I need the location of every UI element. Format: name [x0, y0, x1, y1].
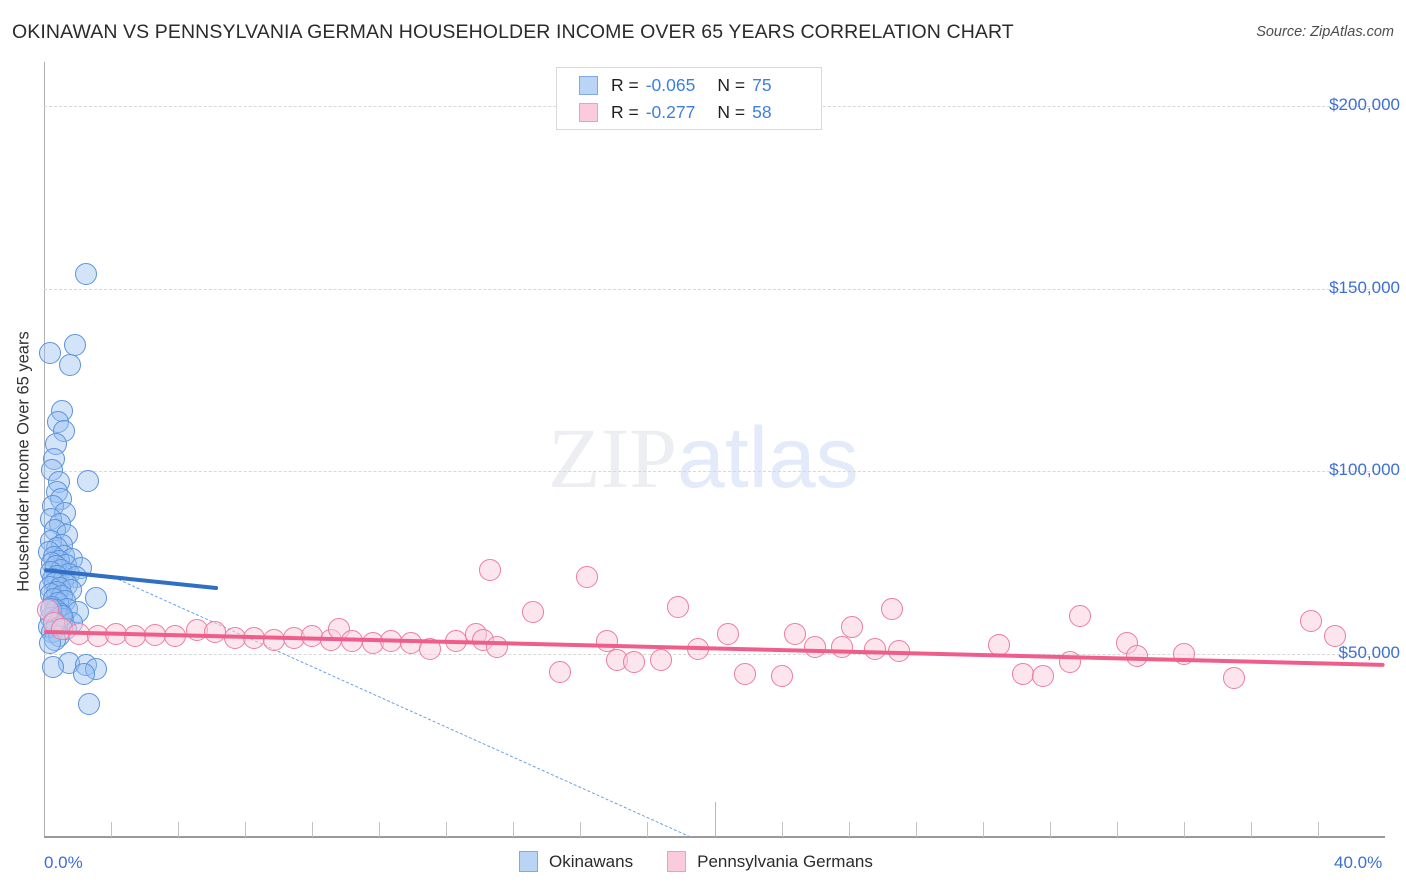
x-tick-minor: [312, 822, 314, 837]
x-tick-minor: [1049, 822, 1051, 837]
data-point[interactable]: [881, 597, 904, 620]
data-point[interactable]: [783, 623, 806, 646]
y-tick-label: $150,000: [1329, 277, 1400, 297]
x-tick-label-max: 40.0%: [1334, 853, 1383, 872]
data-point[interactable]: [864, 637, 887, 660]
correlation-stats-box: R = -0.065 N = 75 R = -0.277 N = 58: [556, 67, 822, 130]
gridline: [44, 288, 1385, 290]
data-point[interactable]: [770, 665, 793, 688]
x-tick-minor: [513, 822, 515, 837]
data-point[interactable]: [649, 648, 672, 671]
data-point[interactable]: [39, 341, 62, 364]
x-tick-major: [714, 802, 716, 837]
x-tick-minor: [178, 822, 180, 837]
x-tick-minor: [111, 822, 113, 837]
stats-r-value-1: -0.065: [645, 75, 696, 95]
x-tick-minor: [446, 822, 448, 837]
data-point[interactable]: [1032, 665, 1055, 688]
data-point[interactable]: [84, 586, 107, 609]
y-axis-line: [44, 62, 45, 837]
data-point[interactable]: [1323, 624, 1346, 647]
legend-label-pennsylvania-germans: Pennsylvania Germans: [697, 851, 873, 871]
legend-label-okinawans: Okinawans: [549, 851, 634, 871]
data-point[interactable]: [830, 635, 853, 658]
data-point[interactable]: [1011, 663, 1034, 686]
stats-n-key-2: N =: [717, 102, 746, 122]
x-tick-minor: [1250, 822, 1252, 837]
data-point[interactable]: [804, 635, 827, 658]
x-tick-minor: [379, 822, 381, 837]
stats-n-value-1: 75: [752, 75, 772, 95]
data-point[interactable]: [78, 692, 101, 715]
legend-swatch-pennsylvania-germans: [667, 851, 687, 872]
x-tick-minor: [781, 822, 783, 837]
x-tick-minor: [245, 822, 247, 837]
data-point[interactable]: [73, 663, 96, 686]
page-title: OKINAWAN VS PENNSYLVANIA GERMAN HOUSEHOL…: [12, 21, 1014, 43]
data-point[interactable]: [549, 661, 572, 684]
gridline: [44, 471, 1385, 473]
x-tick-minor: [848, 822, 850, 837]
x-tick-minor: [915, 822, 917, 837]
data-point[interactable]: [42, 656, 65, 678]
stats-row-okinawans: R = -0.065 N = 75: [579, 75, 772, 96]
x-tick-minor: [1317, 822, 1319, 837]
x-tick-minor: [982, 822, 984, 837]
data-point[interactable]: [733, 663, 756, 686]
y-axis-title: Householder Income Over 65 years: [14, 331, 33, 592]
data-point[interactable]: [666, 595, 689, 618]
stats-row-pennsylvania-germans: R = -0.277 N = 58: [579, 102, 772, 123]
plot-area: [37, 62, 1386, 838]
series-legend: Okinawans Pennsylvania Germans: [519, 851, 907, 872]
data-point[interactable]: [74, 263, 97, 286]
data-point[interactable]: [1223, 666, 1246, 689]
legend-item-pennsylvania-germans[interactable]: Pennsylvania Germans: [667, 851, 873, 872]
data-point[interactable]: [716, 623, 739, 646]
trendline-extended-okinawans: [114, 577, 692, 838]
x-tick-minor: [647, 822, 649, 837]
data-point[interactable]: [840, 615, 863, 638]
data-point[interactable]: [478, 559, 501, 582]
x-tick-label-min: 0.0%: [44, 853, 83, 872]
source-attribution: Source: ZipAtlas.com: [1256, 24, 1394, 40]
x-tick-minor: [580, 822, 582, 837]
data-point[interactable]: [485, 635, 508, 658]
data-point[interactable]: [522, 601, 545, 624]
legend-swatch-okinawans: [519, 851, 538, 872]
data-point[interactable]: [59, 354, 82, 377]
data-point[interactable]: [576, 566, 599, 589]
stats-swatch-okinawans: [579, 76, 598, 95]
data-point[interactable]: [76, 469, 99, 492]
y-tick-label: $200,000: [1329, 94, 1400, 114]
x-tick-minor: [1183, 822, 1185, 837]
x-tick-minor: [1116, 822, 1118, 837]
data-point[interactable]: [1068, 604, 1091, 627]
stats-r-value-2: -0.277: [645, 102, 696, 122]
data-point[interactable]: [63, 334, 86, 357]
y-tick-label: $50,000: [1338, 643, 1400, 663]
data-point[interactable]: [1058, 650, 1081, 673]
stats-swatch-pennsylvania-germans: [579, 103, 598, 122]
data-point[interactable]: [623, 650, 646, 673]
stats-n-value-2: 58: [752, 102, 772, 122]
legend-item-okinawans[interactable]: Okinawans: [519, 851, 633, 872]
data-point[interactable]: [203, 621, 226, 644]
stats-n-key-1: N =: [717, 75, 746, 95]
gridline: [44, 654, 1385, 656]
data-point[interactable]: [1300, 610, 1323, 633]
stats-r-key-1: R =: [611, 75, 639, 95]
y-tick-label: $100,000: [1329, 460, 1400, 480]
stats-r-key-2: R =: [611, 102, 639, 122]
